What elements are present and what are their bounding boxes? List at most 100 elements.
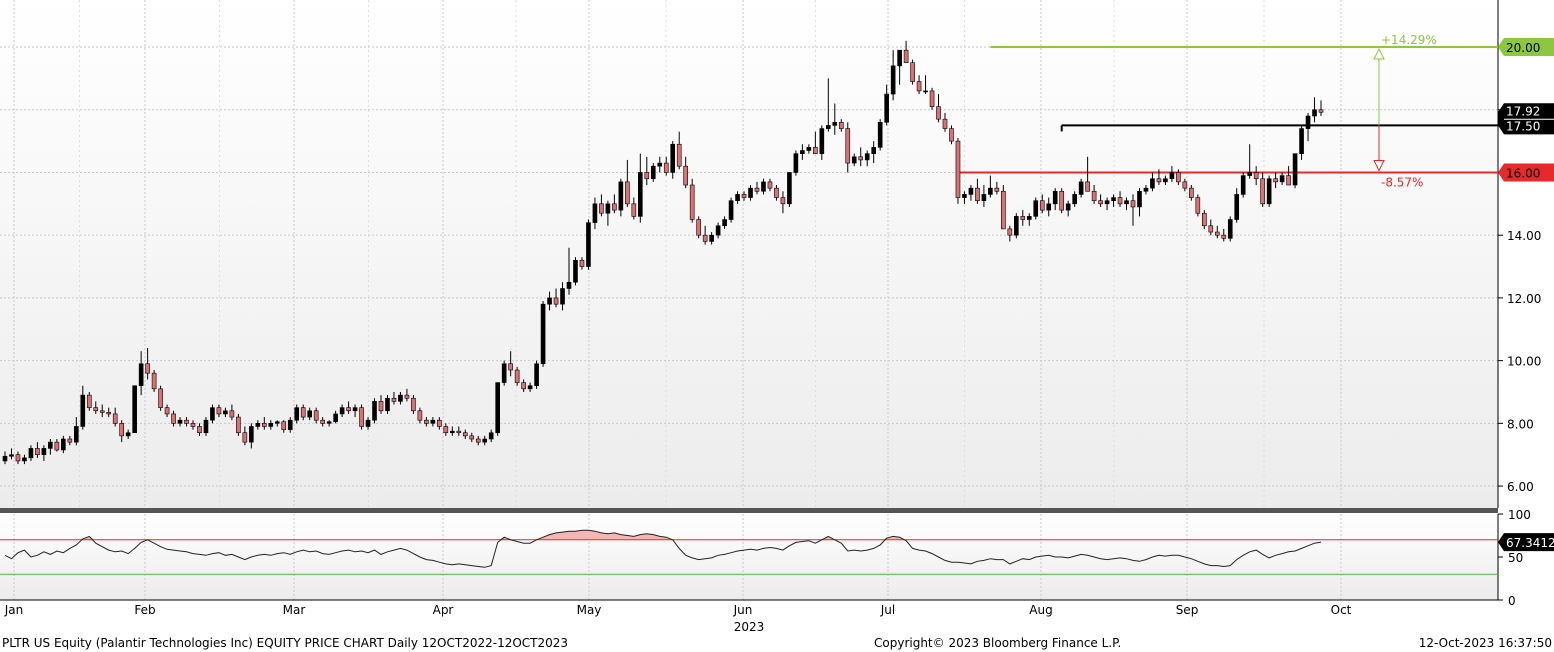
- candle-body: [300, 407, 306, 418]
- candle-body: [780, 197, 786, 205]
- rsi-last-tag-bg: [1498, 533, 1554, 552]
- rsi-overbought-fill: [5, 530, 1321, 540]
- candle-body: [475, 438, 481, 443]
- x-tick-label: May: [577, 603, 602, 617]
- rsi-line: [4, 529, 1322, 568]
- candle-body: [138, 363, 144, 387]
- candle-body: [9, 454, 14, 457]
- candle-body: [339, 407, 345, 415]
- candle-body: [1111, 197, 1116, 201]
- candle-body: [1189, 187, 1194, 198]
- candle-body: [644, 172, 650, 180]
- candle-body: [1305, 115, 1311, 129]
- candle-body: [313, 410, 319, 421]
- candle-body: [177, 419, 183, 424]
- candle-body: [612, 203, 617, 211]
- candle-body: [2, 455, 8, 462]
- candle-body: [1163, 178, 1168, 183]
- candle-body: [787, 172, 792, 205]
- candle-body: [547, 297, 552, 305]
- downside-arrow-head: [1373, 159, 1385, 172]
- candle-body: [1085, 181, 1090, 192]
- candle-body: [1026, 216, 1032, 220]
- candle-body: [501, 363, 507, 383]
- candle-body: [190, 423, 196, 427]
- candle-body: [495, 382, 500, 434]
- candle-body: [287, 419, 293, 430]
- candle-body: [158, 388, 163, 408]
- candle-body: [424, 419, 429, 424]
- level-tag-20: 20.00: [1506, 41, 1540, 55]
- candle-body: [164, 407, 170, 415]
- candle-body: [74, 426, 79, 443]
- candle-body: [521, 382, 526, 390]
- upside-percent-annotation: +14.29%: [1381, 33, 1437, 47]
- candle-body: [1273, 178, 1278, 183]
- price-axis-label: 8.00: [1507, 417, 1534, 431]
- candle-body: [268, 423, 274, 427]
- candle-body: [1033, 200, 1039, 217]
- candle-body: [631, 203, 637, 217]
- candle-body: [903, 49, 909, 64]
- candle-body: [560, 288, 565, 305]
- candle-body: [80, 394, 86, 427]
- candle-body: [826, 125, 831, 129]
- candle-body: [994, 187, 1000, 192]
- candle-body: [508, 363, 513, 371]
- candle-body: [1046, 203, 1052, 211]
- candle-body: [748, 187, 753, 198]
- candle-body: [35, 448, 40, 455]
- candle-body: [255, 423, 261, 427]
- candle-body: [618, 181, 624, 211]
- candle-body: [767, 181, 773, 189]
- candle-body: [125, 432, 131, 437]
- candle-body: [929, 90, 935, 107]
- rsi-last-value-tag: 67.3412: [1506, 536, 1554, 550]
- candle-body: [281, 421, 287, 430]
- candle-body: [916, 81, 922, 92]
- candle-body: [832, 121, 838, 126]
- candle-body: [650, 165, 656, 180]
- candle-body: [1253, 172, 1259, 180]
- level-tag-16: 16.00: [1506, 166, 1540, 180]
- candle-body: [696, 219, 701, 236]
- candle-body: [482, 438, 488, 443]
- candle-body: [352, 407, 358, 412]
- downside-percent-annotation: -8.57%: [1381, 175, 1423, 189]
- rsi-axis-label: 0: [1508, 594, 1516, 608]
- candle-body: [735, 194, 740, 201]
- candle-body: [411, 397, 416, 412]
- candle-body: [1156, 178, 1162, 183]
- candle-body: [54, 441, 60, 451]
- rsi-axis-label: 100: [1508, 508, 1531, 522]
- candle-body: [86, 394, 92, 408]
- candle-body: [417, 410, 423, 421]
- candle-body: [437, 419, 442, 427]
- candle-body: [514, 369, 520, 383]
- candle-body: [326, 421, 332, 424]
- candle-body: [1091, 190, 1097, 201]
- candle-body: [223, 410, 228, 415]
- x-tick-label: Apr: [433, 603, 454, 617]
- level-tag-16-bg: [1498, 163, 1554, 182]
- candle-body: [910, 62, 915, 82]
- candle-body: [372, 401, 377, 421]
- candle-body: [923, 90, 928, 93]
- candle-body: [385, 397, 390, 412]
- x-tick-label: Mar: [283, 603, 306, 617]
- chart-timestamp: 12-Oct-2023 16:37:50: [1418, 636, 1552, 650]
- candle-body: [398, 394, 403, 402]
- copyright-notice: Copyright© 2023 Bloomberg Finance L.P.: [874, 636, 1122, 650]
- candle-body: [1208, 225, 1214, 233]
- price-axis-label: 12.00: [1507, 292, 1541, 306]
- candle-body: [1039, 200, 1045, 211]
- candle-body: [1020, 216, 1026, 220]
- candle-body: [599, 203, 604, 214]
- candle-body: [540, 303, 546, 365]
- candle-body: [488, 432, 494, 440]
- candle-body: [333, 413, 338, 423]
- x-tick-label: Sep: [1176, 603, 1199, 617]
- candle-body: [877, 121, 883, 148]
- candle-body: [404, 394, 410, 399]
